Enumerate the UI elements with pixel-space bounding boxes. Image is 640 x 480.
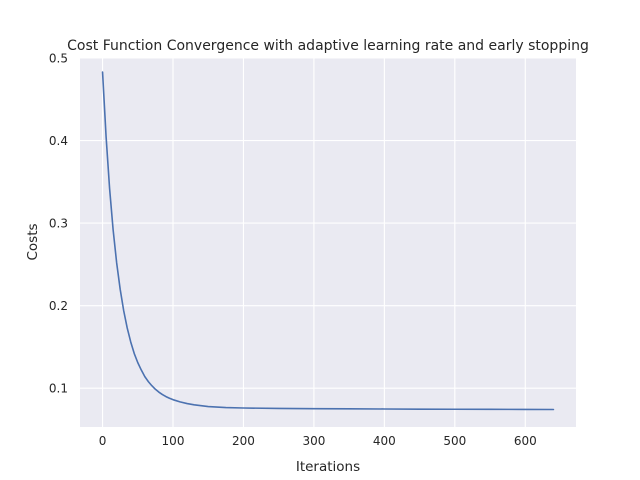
x-tick-label: 0: [99, 434, 107, 448]
y-tick-label: 0.3: [49, 217, 68, 231]
y-tick-label: 0.1: [49, 382, 68, 396]
y-axis-label: Costs: [25, 223, 41, 260]
x-tick-label: 500: [443, 434, 466, 448]
x-tick-labels: 0 100 200 300 400 500 600: [99, 434, 537, 448]
chart-title: Cost Function Convergence with adaptive …: [67, 38, 589, 54]
y-tick-label: 0.2: [49, 299, 68, 313]
y-tick-labels: 0.1 0.2 0.3 0.4 0.5: [49, 52, 68, 396]
x-axis-label: Iterations: [296, 459, 360, 475]
x-tick-label: 400: [373, 434, 396, 448]
grid-lines: [80, 57, 576, 427]
y-tick-label: 0.5: [49, 52, 68, 66]
cost-series-line: [101, 71, 555, 411]
x-tick-label: 300: [302, 434, 325, 448]
series-group: [101, 71, 555, 411]
plot-area: [80, 58, 576, 427]
y-tick-label: 0.4: [49, 134, 68, 148]
x-tick-label: 200: [232, 434, 255, 448]
x-tick-label: 600: [514, 434, 537, 448]
x-tick-label: 100: [162, 434, 185, 448]
